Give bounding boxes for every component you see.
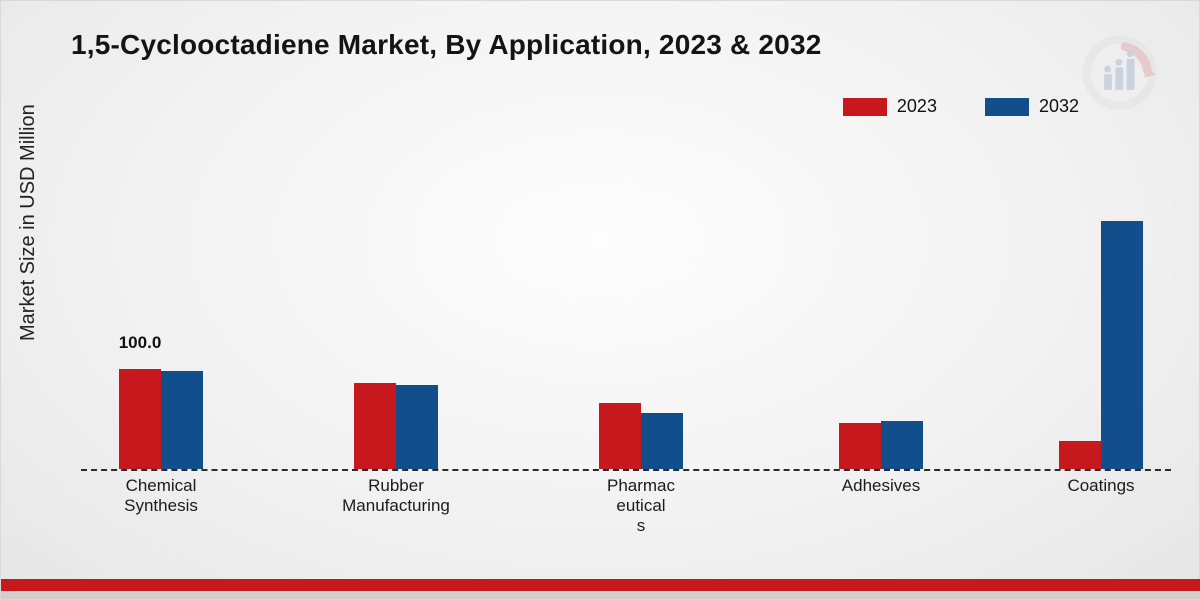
x-category-label: Coatings [1031,476,1171,496]
bar-2032 [881,421,923,469]
legend: 2023 2032 [843,96,1079,117]
legend-swatch-2023 [843,98,887,116]
x-category-label: ChemicalSynthesis [91,476,231,516]
chart-page: 1,5-Cyclooctadiene Market, By Applicatio… [0,0,1200,600]
bar-2023 [354,383,396,469]
x-axis-labels: ChemicalSynthesis RubberManufacturing Phar… [81,476,1171,546]
bar-2023 [599,403,641,469]
y-axis-label: Market Size in USD Million [17,104,40,341]
legend-item-2032: 2032 [985,96,1079,117]
bar-2032 [161,371,203,469]
chart-title: 1,5-Cyclooctadiene Market, By Applicatio… [71,29,822,61]
bar-2023 [1059,441,1101,469]
bar-2023 [119,369,161,469]
footer-grey-stripe [1,591,1200,599]
plot-area: 100.0 [81,151,1171,471]
x-category-label: Adhesives [811,476,951,496]
x-axis-baseline [81,469,1171,471]
bar-2032 [396,385,438,469]
footer-red-stripe [1,579,1200,591]
legend-label-2023: 2023 [897,96,937,117]
bar-2032 [1101,221,1143,469]
bar-2032 [641,413,683,469]
x-category-label: RubberManufacturing [326,476,466,516]
bar-2023 [839,423,881,469]
brand-logo-icon [1073,31,1163,109]
footer-band [1,577,1200,599]
bar-value-label: 100.0 [119,333,162,353]
x-category-label: Pharmaceuticals [571,476,711,536]
legend-label-2032: 2032 [1039,96,1079,117]
legend-item-2023: 2023 [843,96,937,117]
legend-swatch-2032 [985,98,1029,116]
